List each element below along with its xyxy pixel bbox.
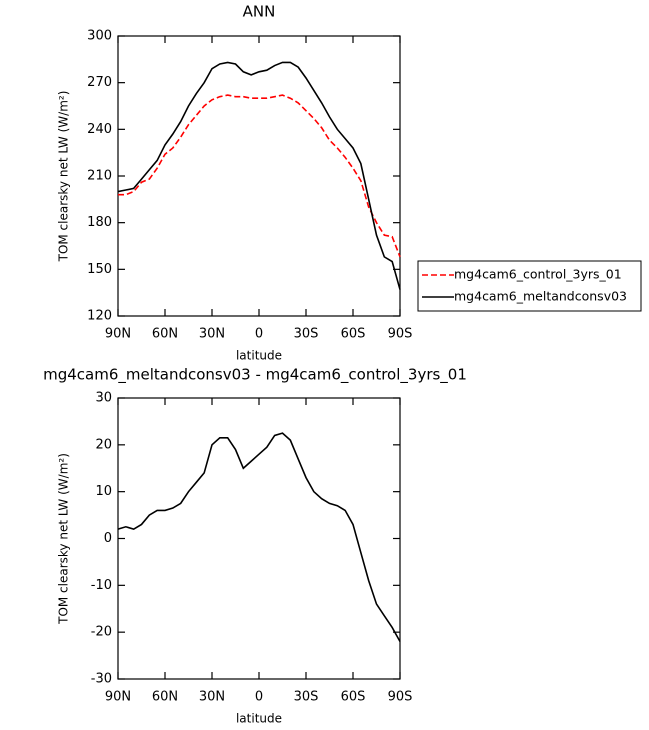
data-line — [117, 61, 401, 290]
y-tick-label: 0 — [104, 531, 112, 546]
x-axis-label: latitude — [236, 349, 282, 363]
x-tick-label: 90S — [388, 327, 413, 342]
x-axis-label: latitude — [236, 712, 282, 726]
y-tick-label: 20 — [95, 437, 112, 452]
y-tick-label: 300 — [87, 29, 112, 44]
x-tick-label: 90N — [105, 690, 131, 705]
data-line — [117, 432, 401, 642]
y-axis-label: TOM clearsky net LW (W/m²) — [57, 91, 71, 263]
y-tick-label: -10 — [91, 578, 112, 593]
x-tick-label: 30N — [199, 327, 225, 342]
x-tick-label: 0 — [255, 327, 263, 342]
y-tick-label: -20 — [91, 625, 112, 640]
y-tick-label: -30 — [91, 672, 112, 687]
y-tick-label: 270 — [87, 75, 112, 90]
legend-box — [417, 260, 642, 312]
chart-title: mg4cam6_meltandconsv03 - mg4cam6_control… — [43, 366, 467, 385]
legend-label: mg4cam6_meltandconsv03 — [454, 289, 627, 304]
x-tick-label: 60S — [341, 690, 366, 705]
x-tick-label: 90S — [388, 690, 413, 705]
x-tick-label: 30N — [199, 690, 225, 705]
x-tick-label: 30S — [294, 690, 319, 705]
y-tick-label: 30 — [95, 391, 112, 406]
y-tick-label: 150 — [87, 262, 112, 277]
x-tick-label: 60N — [152, 327, 178, 342]
y-tick-label: 210 — [87, 169, 112, 184]
x-tick-label: 60S — [341, 327, 366, 342]
y-tick-label: 180 — [87, 215, 112, 230]
data-line — [118, 94, 401, 258]
x-tick-label: 30S — [294, 327, 319, 342]
legend-label: mg4cam6_control_3yrs_01 — [454, 267, 622, 282]
y-tick-label: 120 — [87, 309, 112, 324]
x-tick-label: 90N — [105, 327, 131, 342]
chart-title: ANN — [243, 3, 276, 21]
y-tick-label: 240 — [87, 122, 112, 137]
y-axis-label: TOM clearsky net LW (W/m²) — [57, 453, 71, 625]
x-tick-label: 0 — [255, 690, 263, 705]
x-tick-label: 60N — [152, 690, 178, 705]
y-tick-label: 10 — [95, 484, 112, 499]
plot-frame — [117, 35, 401, 317]
